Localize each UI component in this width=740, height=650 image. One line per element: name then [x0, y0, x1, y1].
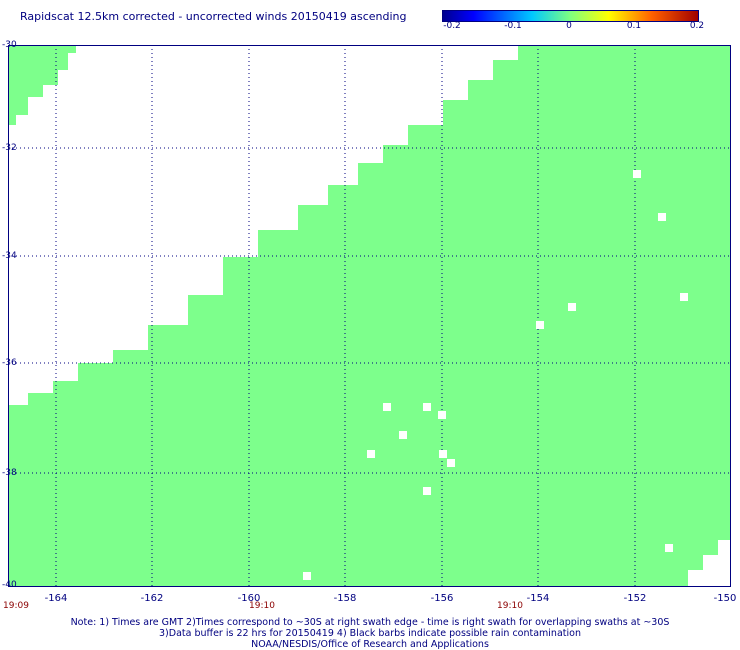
colorbar-tick: -0.1 — [504, 21, 522, 31]
lon-label: -164 — [44, 593, 68, 604]
colorbar-tick: 0.1 — [626, 21, 642, 31]
footnote-line: Note: 1) Times are GMT 2)Times correspon… — [70, 617, 670, 628]
lon-label: -156 — [430, 593, 454, 604]
lon-label: -150 — [713, 593, 737, 604]
swath-region — [8, 45, 731, 587]
footnote-credit: NOAA/NESDIS/Office of Research and Appli… — [251, 639, 489, 650]
lat-label: -40 — [2, 580, 17, 590]
colorbar-tick: 0 — [566, 21, 572, 31]
lat-label: -32 — [2, 143, 17, 153]
lon-label: -160 — [237, 593, 261, 604]
colorbar-tick: 0.2 — [689, 21, 705, 31]
map-title: Rapidscat 12.5km corrected - uncorrected… — [20, 10, 407, 23]
lon-label: -162 — [140, 593, 164, 604]
time-label: 19:10 — [249, 601, 275, 611]
time-label: 19:09 — [3, 601, 29, 611]
colorbar — [442, 10, 699, 22]
lon-label: -158 — [333, 593, 357, 604]
time-label: 19:10 — [497, 601, 523, 611]
missing-data-cells — [303, 170, 688, 580]
wind-map — [8, 45, 731, 587]
lon-label: -152 — [623, 593, 647, 604]
lat-label: -30 — [2, 40, 17, 50]
lon-label: -154 — [526, 593, 550, 604]
colorbar-tick: -0.2 — [443, 21, 461, 31]
lat-label: -36 — [2, 358, 17, 368]
grid-lines — [8, 45, 731, 587]
swath-region-corner — [8, 45, 76, 125]
lat-label: -34 — [2, 251, 17, 261]
lat-label: -38 — [2, 468, 17, 478]
footnote-line: 3)Data buffer is 22 hrs for 20150419 4) … — [159, 628, 581, 639]
